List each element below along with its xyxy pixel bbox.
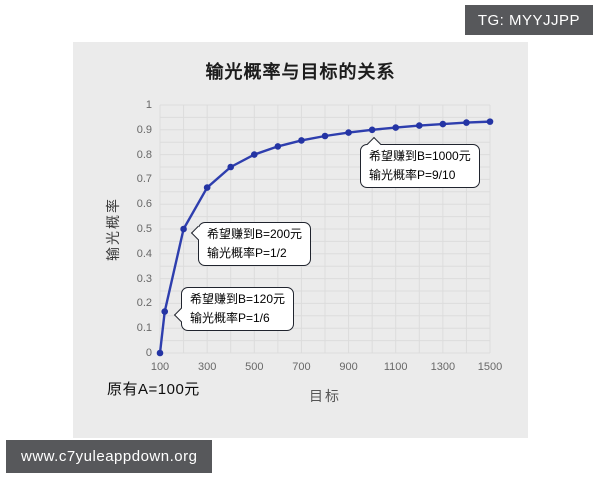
- y-tick-label: 0: [145, 347, 152, 359]
- x-tick-label: 300: [197, 361, 217, 373]
- annotation-b120: 希望赚到B=120元 输光概率P=1/6: [173, 287, 295, 331]
- y-tick-label: 0.5: [136, 223, 152, 235]
- annotation-line2: 输光概率P=1/6: [190, 310, 270, 325]
- annotation-line1: 希望赚到B=200元: [207, 227, 303, 241]
- y-tick-label: 0.7: [136, 173, 152, 186]
- annotation-line1: 希望赚到B=1000元: [369, 149, 471, 163]
- y-tick-label: 0.3: [136, 272, 152, 285]
- x-tick-label: 900: [339, 361, 358, 373]
- annotation-b1000: 希望赚到B=1000元 输光概率P=9/10: [360, 136, 480, 188]
- telegram-watermark-badge: TG: MYYJJPP: [464, 5, 593, 35]
- annotation-line1: 希望赚到B=120元: [190, 292, 286, 306]
- chart-panel: 输光概率与目标的关系 0 0.1 0.2 0.3 0.4 0.5 0.6 0.7 0.8 0.9 1…: [73, 42, 528, 438]
- x-tick-label: 1100: [383, 361, 408, 373]
- y-tick-label: 0.8: [136, 148, 152, 161]
- x-tick-label: 1300: [430, 361, 456, 373]
- y-tick-label: 0.4: [136, 247, 152, 260]
- x-tick-label: 700: [292, 361, 311, 373]
- telegram-watermark-text: TG: MYYJJPP: [477, 11, 580, 29]
- x-tick-label: 100: [150, 361, 170, 373]
- chart-title: 输光概率与目标的关系: [205, 62, 396, 82]
- origin-note: 原有A=100元: [107, 381, 200, 398]
- site-watermark-badge: www.c7yuleappdown.org: [6, 440, 213, 473]
- y-tick-label: 0.6: [136, 198, 152, 211]
- x-axis-label: 目标: [309, 388, 341, 404]
- y-tick-label: 0.9: [136, 123, 152, 136]
- site-watermark-text: www.c7yuleappdown.org: [21, 448, 198, 465]
- x-tick-label: 1500: [477, 361, 503, 373]
- y-tick-label: 1: [145, 99, 152, 111]
- annotation-line2: 输光概率P=9/10: [369, 167, 456, 182]
- y-tick-label: 0.1: [136, 322, 152, 335]
- y-tick-label: 0.2: [136, 297, 152, 310]
- annotation-line2: 输光概率P=1/2: [207, 245, 287, 260]
- y-axis-label: 输光概率: [105, 197, 121, 261]
- x-tick-label: 500: [245, 361, 264, 373]
- annotation-b200: 希望赚到B=200元 输光概率P=1/2: [190, 222, 312, 266]
